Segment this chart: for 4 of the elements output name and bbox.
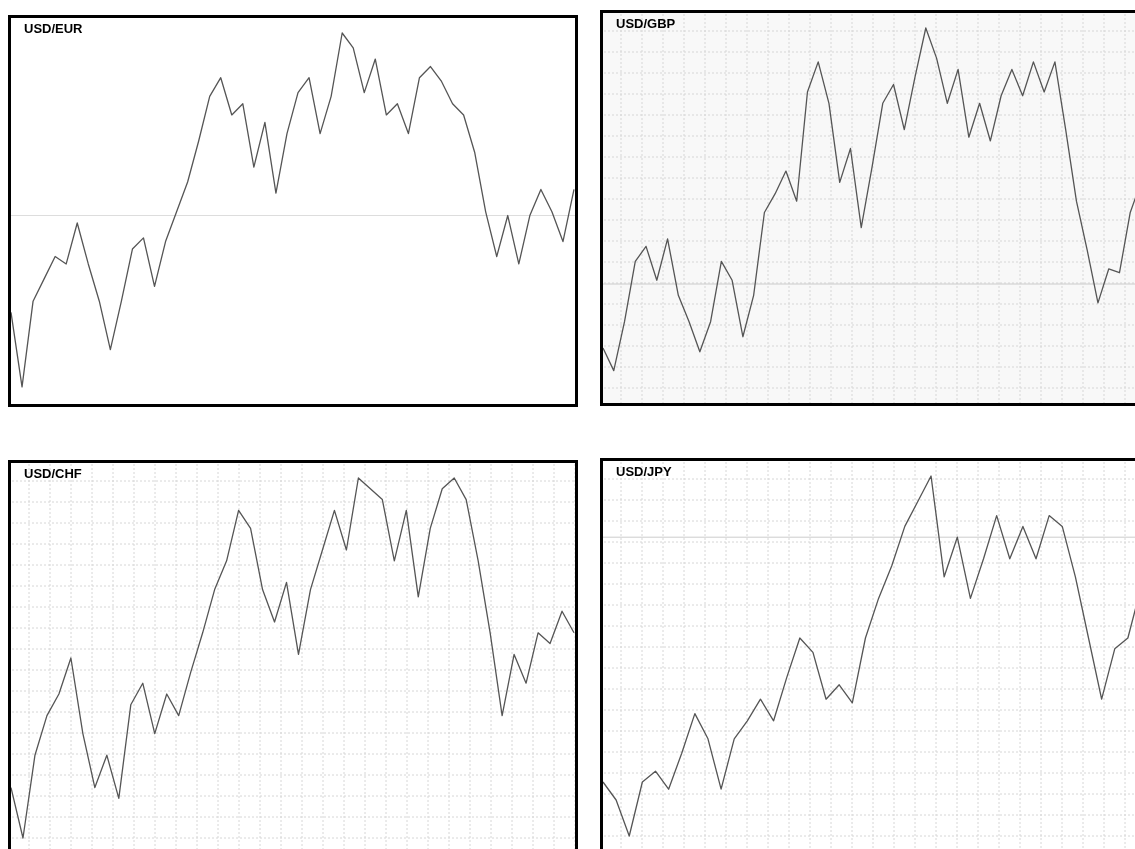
chart-title: USD/EUR: [24, 21, 84, 36]
chart-title: USD/JPY: [616, 464, 672, 479]
chart-title: USD/CHF: [24, 466, 82, 481]
chart-title: USD/GBP: [616, 16, 676, 31]
